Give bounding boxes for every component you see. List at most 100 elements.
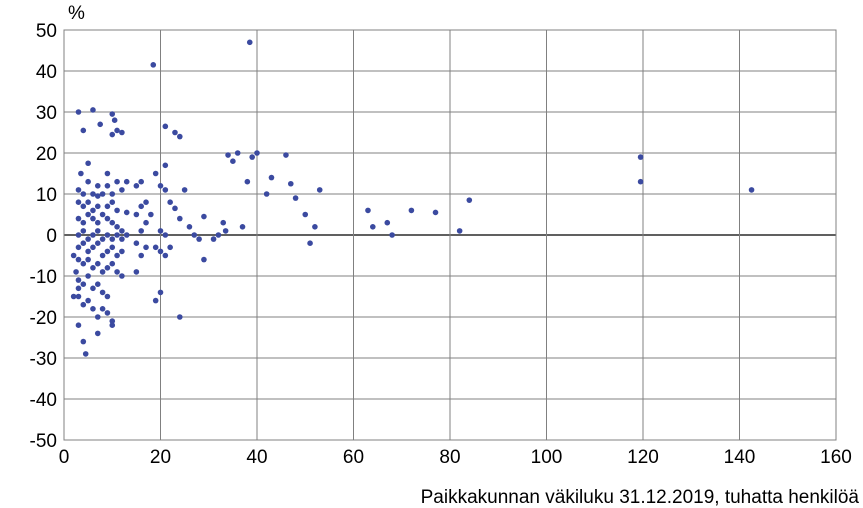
- data-point: [456, 228, 463, 234]
- data-point: [109, 219, 116, 226]
- data-point: [85, 211, 91, 218]
- data-point: [85, 248, 91, 255]
- data-point: [90, 107, 96, 113]
- data-point: [70, 252, 77, 259]
- data-point: [85, 273, 91, 279]
- y-tick-label: 0: [46, 226, 57, 247]
- data-point: [99, 252, 106, 259]
- data-point: [109, 111, 116, 117]
- data-point: [104, 310, 111, 316]
- data-point: [75, 199, 82, 205]
- data-point: [75, 232, 82, 238]
- data-point: [123, 209, 130, 216]
- data-point: [191, 232, 198, 238]
- data-point: [133, 240, 140, 246]
- data-point: [99, 289, 106, 296]
- data-point: [244, 178, 251, 185]
- data-point: [94, 281, 101, 288]
- data-point: [75, 256, 82, 263]
- data-point: [94, 314, 101, 320]
- data-point: [133, 183, 140, 189]
- data-point: [123, 232, 130, 238]
- data-point: [80, 281, 87, 288]
- data-point: [99, 191, 106, 197]
- data-point: [82, 351, 89, 357]
- data-point: [109, 318, 116, 324]
- data-point: [104, 215, 111, 222]
- data-point: [94, 330, 101, 337]
- data-point: [109, 322, 116, 329]
- data-point: [302, 211, 309, 218]
- data-point: [292, 195, 299, 201]
- data-point: [85, 236, 91, 242]
- data-point: [90, 244, 96, 251]
- data-point: [312, 224, 318, 230]
- data-point: [143, 244, 149, 251]
- data-point: [114, 269, 120, 275]
- data-point: [307, 240, 313, 246]
- x-tick-label: 120: [627, 447, 659, 468]
- data-point: [109, 244, 116, 251]
- data-point: [75, 293, 82, 300]
- data-point: [215, 232, 222, 238]
- data-point: [150, 62, 157, 68]
- x-tick-label: 140: [724, 447, 756, 468]
- data-point: [114, 178, 120, 185]
- data-point: [222, 228, 229, 234]
- data-point: [94, 219, 101, 226]
- x-tick-label: 100: [531, 447, 563, 468]
- data-point: [99, 211, 106, 218]
- data-point: [432, 209, 439, 216]
- data-point: [133, 269, 140, 275]
- data-point: [254, 150, 260, 156]
- data-point: [162, 187, 169, 193]
- data-point: [80, 228, 87, 234]
- data-point: [408, 207, 415, 214]
- data-point: [75, 285, 82, 292]
- data-point: [104, 232, 111, 238]
- data-point: [80, 338, 87, 345]
- y-tick-label: -10: [30, 267, 57, 288]
- x-tick-label: 40: [246, 447, 267, 468]
- data-point: [114, 232, 120, 238]
- x-tick-label: 80: [439, 447, 460, 468]
- data-point: [104, 170, 111, 177]
- plot-frame: [63, 29, 837, 441]
- y-tick-label: 20: [36, 144, 57, 165]
- data-point: [94, 228, 101, 234]
- data-point: [99, 269, 106, 275]
- x-tick-labels: 0 20 40 60 80 100 120 140 160: [59, 447, 852, 468]
- data-point: [80, 260, 87, 267]
- data-point: [119, 228, 125, 234]
- data-point: [75, 215, 82, 222]
- data-point: [104, 265, 111, 271]
- y-tick-labels: 50 40 30 20 10 0 -10 -20 -30 -40 -50: [30, 21, 57, 452]
- data-point: [246, 39, 253, 46]
- data-point: [162, 162, 169, 169]
- data-point: [90, 285, 96, 292]
- data-point: [157, 289, 164, 296]
- data-point: [114, 224, 120, 230]
- data-point: [162, 123, 169, 130]
- data-point: [384, 219, 391, 226]
- x-tick-label: 0: [59, 447, 70, 468]
- data-point: [94, 260, 101, 267]
- data-point: [157, 228, 164, 234]
- data-point: [186, 224, 193, 230]
- data-point: [220, 219, 227, 226]
- data-point: [138, 203, 144, 210]
- data-point: [119, 236, 125, 242]
- data-point: [133, 211, 140, 218]
- data-point: [177, 215, 183, 222]
- data-point: [167, 199, 173, 205]
- data-point: [148, 211, 154, 218]
- data-point: [99, 306, 106, 312]
- data-point: [114, 127, 120, 134]
- data-point: [80, 219, 87, 226]
- y-tick-label: -20: [30, 308, 57, 329]
- data-point: [104, 203, 111, 210]
- data-point: [162, 252, 169, 259]
- data-point: [80, 203, 87, 210]
- data-point: [90, 207, 96, 214]
